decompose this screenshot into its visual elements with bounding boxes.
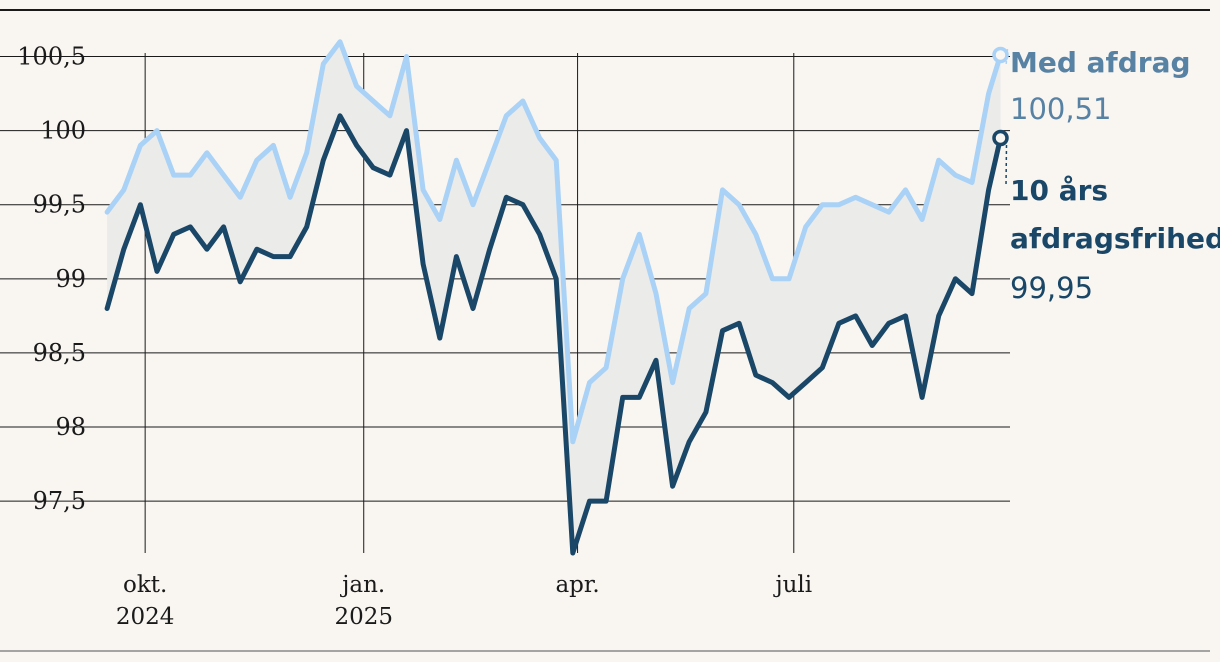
series-name-label: 10 års afdragsfrihed [1010, 174, 1220, 255]
y-tick-label: 100 [40, 117, 86, 145]
series-end-point [992, 46, 1009, 64]
x-tick-label: okt. [123, 572, 167, 598]
x-tick-year-label: 2024 [116, 604, 175, 630]
x-tick-label: apr. [555, 572, 599, 598]
y-tick-label: 99,5 [33, 191, 86, 219]
y-tick-label: 97,5 [33, 487, 86, 515]
series-line-afdragsfrihed [104, 113, 1003, 556]
series-end-point [992, 129, 1009, 147]
leader-line [1005, 48, 1009, 67]
x-tick-label: jan. [339, 572, 385, 598]
series-name-label: Med afdrag [1010, 46, 1191, 79]
y-tick-label: 98 [55, 413, 86, 441]
x-tick-label: juli [772, 572, 812, 598]
series-lines [104, 39, 1009, 556]
series-end-labels: Med afdrag 100,51 10 års afdragsfrihed 99,95 [1005, 46, 1220, 305]
series-last-value: 100,51 [1010, 92, 1111, 126]
y-tick-label: 100,5 [17, 42, 86, 70]
x-tick-labels: okt. 2024 jan. 2025 apr. juli [116, 572, 812, 630]
series-line-med-afdrag [104, 39, 1003, 445]
y-tick-label: 98,5 [33, 339, 86, 367]
series-last-value: 99,95 [1010, 271, 1093, 305]
y-tick-labels: 97,5 98 98,5 99 99,5 100 100,5 [17, 42, 86, 515]
x-tick-year-label: 2025 [334, 604, 393, 630]
y-tick-label: 99 [55, 265, 86, 293]
shaded-band-between-series [107, 41, 1001, 553]
